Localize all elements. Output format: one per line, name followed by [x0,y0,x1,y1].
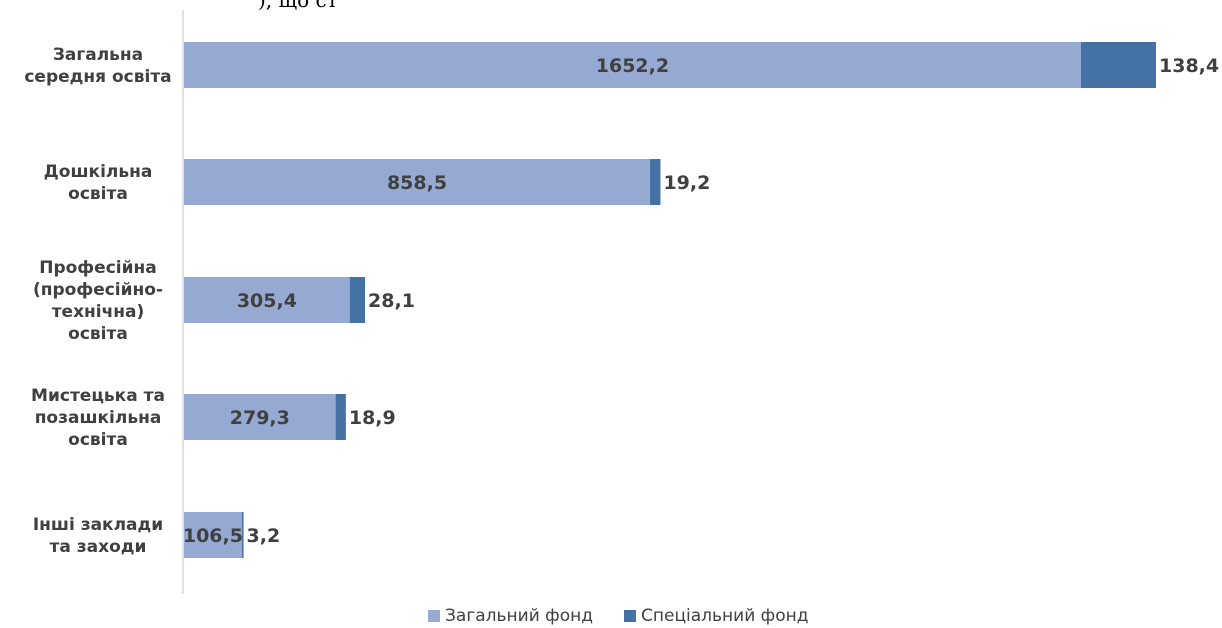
category-label-line: Загальна [53,45,143,65]
category-label-line: Інші заклади [33,515,163,535]
category-label-line: позашкільна [35,408,162,428]
category-label-line: Професійна [39,258,157,278]
legend-swatch [624,610,636,622]
bar-special-fund [349,277,366,323]
value-label-special-fund: 18,9 [349,407,396,429]
legend-swatch [428,610,440,622]
bar-general-fund [184,512,242,558]
category-label-line: освіта [68,324,128,344]
value-label-special-fund: 19,2 [663,172,710,194]
bar-general-fund [184,42,1081,88]
legend: Загальний фонд Спеціальний фонд [428,606,808,626]
value-label-general-fund: 858,5 [387,172,447,194]
value-label-special-fund: 28,1 [368,290,415,312]
bar-general-fund [184,277,350,323]
category-label: Загальна середня освіта [24,45,171,87]
bar-special-fund [335,394,346,440]
category-label-line: освіта [68,184,128,204]
category-label: Дошкільна освіта [44,162,153,204]
value-label-general-fund: 1652,2 [596,55,669,77]
category-label-line: та заходи [50,537,147,557]
category-label-line: Дошкільна [44,162,153,182]
value-label-special-fund: 3,2 [247,525,281,547]
value-label-general-fund: 305,4 [237,290,297,312]
category-label-line: Мистецька та [31,386,165,406]
value-label-general-fund: 106,5 [183,525,243,547]
bar-special-fund [241,512,244,558]
value-labels: 1652,2 138,4 858,5 19,2 305,4 28,1 279,3 18,9 10… [183,55,1219,547]
value-label-special-fund: 138,4 [1159,55,1219,77]
bar-general-fund [184,394,336,440]
top-fragment-text: ), що ст [258,0,338,12]
bar-general-fund [184,159,651,205]
category-label: Професійна (професійно-технічна) освіта [33,258,163,344]
legend-label: Спеціальний фонд [641,606,808,626]
category-label: Інші заклади та заходи [33,515,163,557]
category-label: Мистецька та позашкільна освіта [31,386,165,450]
bar-special-fund [650,159,661,205]
value-label-general-fund: 279,3 [230,407,290,429]
category-label-line: технічна) [52,302,145,322]
category-label-line: (професійно- [33,280,163,300]
category-label-line: освіта [68,430,128,450]
legend-label: Загальний фонд [445,606,593,626]
top-text-fragment: ), що ст [258,0,338,12]
bar-special-fund [1080,42,1156,88]
bars [184,42,1156,558]
category-label-line: середня освіта [24,67,171,87]
